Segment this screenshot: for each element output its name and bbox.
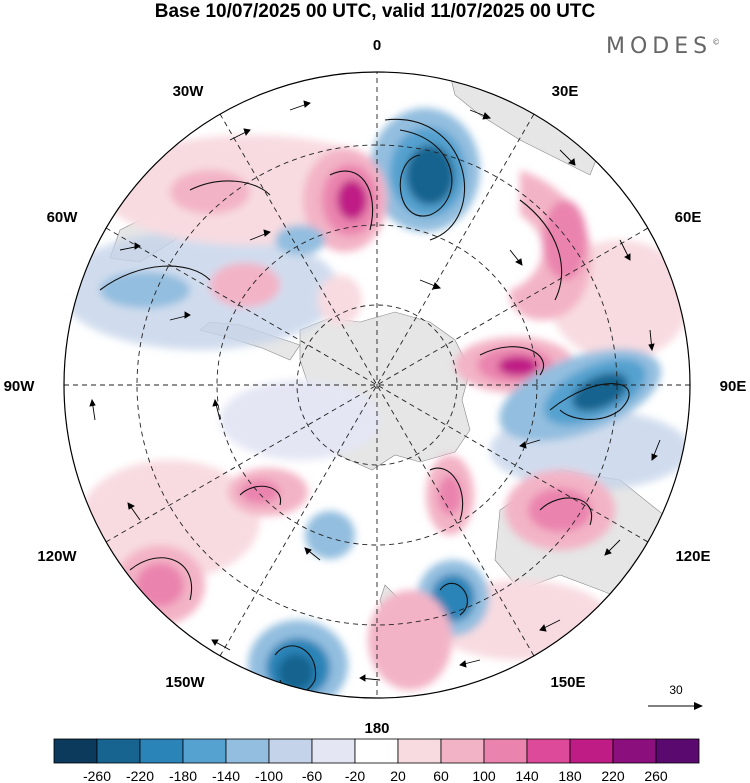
lon-label-90e: 90E [720, 378, 747, 395]
colorbar-swatch [440, 738, 485, 764]
map-boundary [63, 71, 691, 699]
colorbar-swatch [483, 738, 528, 764]
wind-arrow [127, 502, 141, 521]
colorbar-tick-label: -260 [83, 768, 111, 783]
lon-label-150w: 150W [165, 674, 205, 691]
wind-arrow [229, 128, 251, 141]
wind-arrow [469, 109, 491, 120]
wind-arrow [459, 659, 481, 668]
colorbar-swatch [655, 738, 700, 764]
colorbar-tick-label: -180 [169, 768, 197, 783]
reference-vector: 30 [648, 683, 703, 710]
colorbar-tick-label: -60 [302, 768, 322, 783]
colorbar-tick-label: 20 [390, 768, 406, 783]
reference-vector-label: 30 [669, 683, 683, 697]
lon-label-120e: 120E [675, 548, 710, 565]
colorbar-swatch [268, 738, 313, 764]
lon-label-120w: 120W [37, 548, 77, 565]
lon-label-180: 180 [364, 720, 389, 737]
wind-arrow [419, 279, 441, 290]
longitude-labels: 0 30E 60E 90E 120E 150E 180 150W 120W 90… [4, 37, 747, 737]
colorbar-tick-label: 60 [433, 768, 449, 783]
colorbar-swatch [225, 738, 270, 764]
colorbar-tick-label: 180 [558, 768, 582, 783]
colorbar-swatch [612, 738, 657, 764]
wind-arrow [619, 239, 631, 261]
graticule [64, 72, 690, 698]
colorbar-tick-label: -140 [212, 768, 240, 783]
colorbar-tick-label: 100 [472, 768, 496, 783]
colorbar: -260 -220 -180 -140 -100 -60 -20 20 60 100 140 180 2… [53, 738, 700, 783]
lon-label-60w: 60W [47, 209, 79, 226]
lon-label-0: 0 [373, 37, 381, 54]
colorbar-tick-label: -220 [126, 768, 154, 783]
copyright-mark: © [712, 37, 721, 47]
lon-label-30w: 30W [173, 83, 205, 100]
colorbar-swatch [53, 738, 98, 764]
page-title: Base 10/07/2025 00 UTC, valid 11/07/2025… [154, 1, 596, 22]
colorbar-swatch [354, 738, 399, 764]
colorbar-tick-label: -100 [255, 768, 283, 783]
wind-arrow [651, 439, 661, 461]
wind-arrow [119, 242, 141, 251]
colorbar-tick-label: 220 [601, 768, 625, 783]
modes-logo: MODES© [606, 34, 720, 59]
wind-arrow [539, 619, 561, 632]
colorbar-swatch [139, 738, 184, 764]
wind-arrow [289, 100, 311, 111]
wind-arrow [509, 249, 523, 266]
brand-name: MODES [606, 34, 713, 59]
lon-label-150e: 150E [550, 674, 585, 691]
colorbar-swatch [96, 738, 141, 764]
wind-arrow [304, 547, 321, 561]
wind-arrow [212, 398, 221, 421]
wind-arrow [604, 539, 621, 556]
wind-arrow [359, 674, 381, 682]
wind-arrow [211, 639, 231, 651]
wind-arrow [648, 329, 655, 352]
colorbar-tick-label: 260 [644, 768, 668, 783]
colorbar-swatch [311, 738, 356, 764]
lon-label-30e: 30E [552, 83, 579, 100]
wind-arrow [89, 398, 96, 421]
wind-arrow [249, 229, 271, 241]
colorbar-tick-label: -20 [345, 768, 365, 783]
lon-label-60e: 60E [675, 209, 702, 226]
colorbar-swatch [526, 738, 571, 764]
wind-vectors [89, 100, 661, 682]
colorbar-swatch [397, 738, 442, 764]
colorbar-tick-label: 140 [515, 768, 539, 783]
colorbar-swatch [569, 738, 614, 764]
colorbar-swatch [182, 738, 227, 764]
map-disk [64, 72, 690, 698]
wind-arrow [519, 439, 541, 449]
wind-arrow [169, 311, 191, 321]
wind-arrow [559, 149, 576, 166]
lon-label-90w: 90W [4, 378, 36, 395]
